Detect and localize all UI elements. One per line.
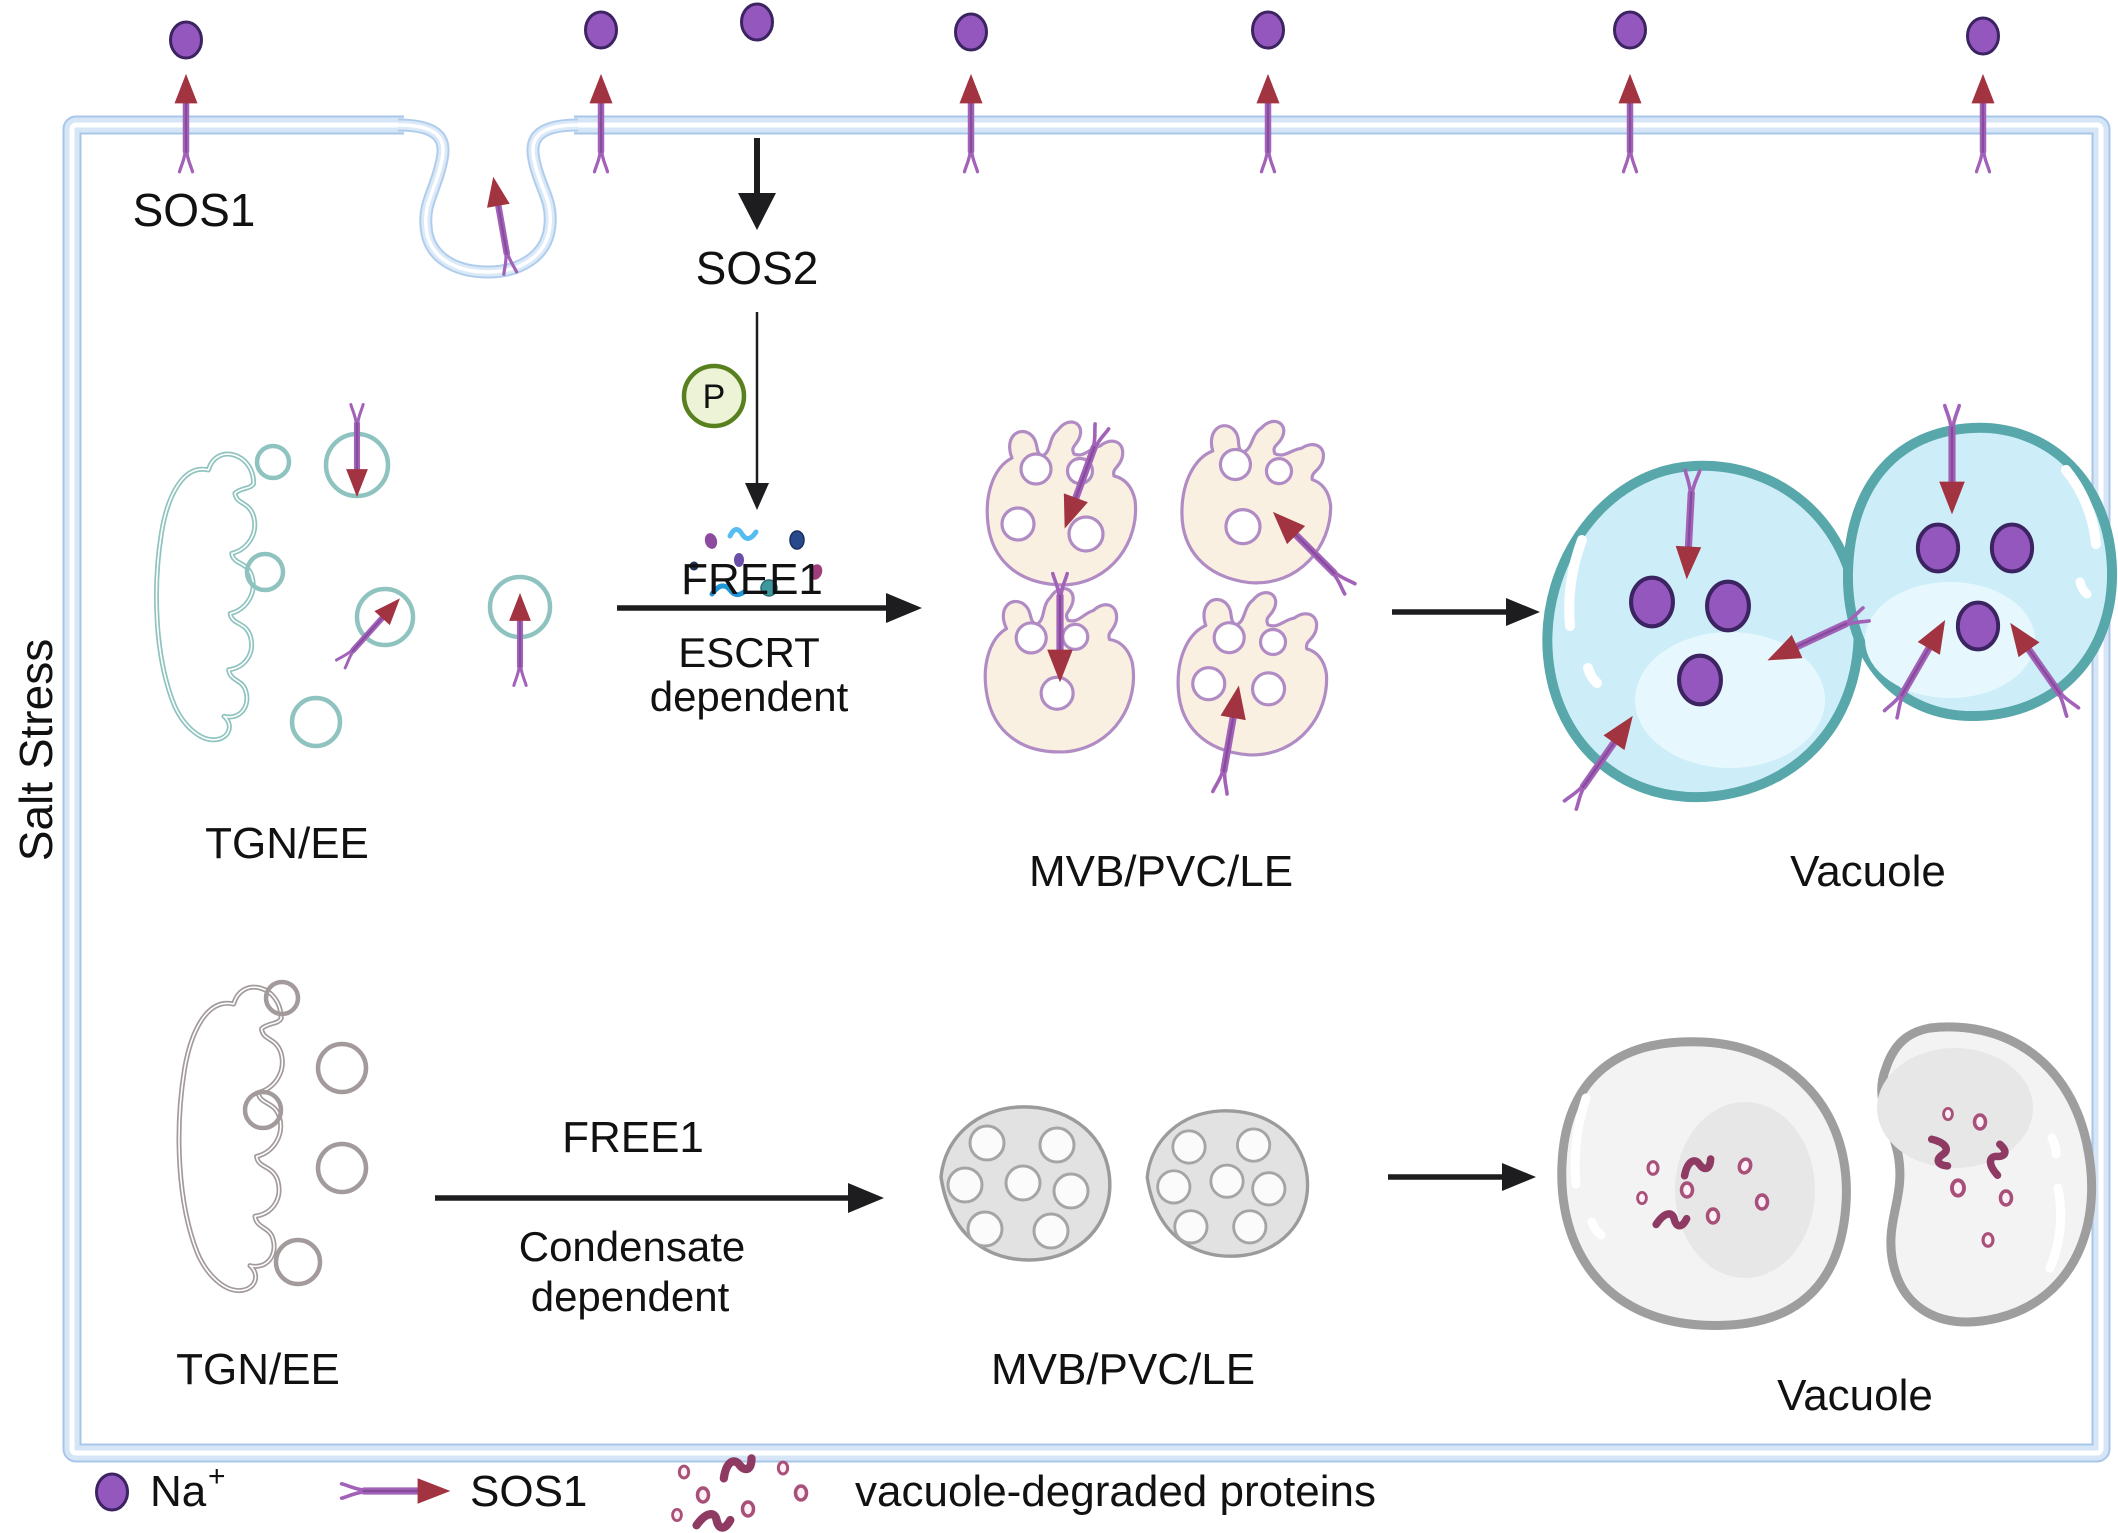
tgn-label-top: TGN/EE (205, 819, 369, 868)
legend-na-label: Na (150, 1467, 207, 1516)
legend-na-superscript: + (208, 1460, 226, 1493)
phospho-arrowhead (745, 483, 769, 510)
escrt-caption-2: dependent (650, 673, 849, 720)
free1-condensate-label: FREE1 (562, 1113, 704, 1162)
mvb-label-top: MVB/PVC/LE (1029, 847, 1293, 896)
legend-degraded-label: vacuole-degraded proteins (855, 1467, 1376, 1516)
legend-na-icon (95, 1472, 129, 1512)
free1-escrt-label: FREE1 (681, 555, 823, 604)
tgn-ee-bottom (179, 979, 369, 1291)
condensate-caption-2: dependent (531, 1273, 730, 1320)
vacuole-group-top (1542, 403, 2118, 815)
mvb-label-bottom: MVB/PVC/LE (991, 1345, 1255, 1394)
mvb-to-vacuole-arrow-bottom (1388, 1163, 1536, 1191)
tgn-vesicle-2 (354, 586, 416, 648)
free1-molecule-squiggle (727, 527, 759, 541)
free1-molecule-squiggle2 (709, 583, 747, 598)
endocytic-bud (397, 110, 579, 279)
phospho-circle (681, 363, 747, 429)
legend-degraded-icon (671, 1457, 809, 1532)
mvb-to-vacuole-arrow-top (1392, 598, 1540, 626)
sos2-arrowhead (738, 193, 776, 230)
sos2-cascade: SOS2 P (681, 138, 819, 510)
condensate-caption-1: Condensate (519, 1223, 746, 1270)
condensate-arrow: FREE1 Condensate dependent (435, 1113, 884, 1320)
mvb-group-top (977, 411, 1361, 797)
salt-stress-label: Salt Stress (10, 639, 62, 861)
na-ions-extracellular (169, 2, 2000, 60)
tgn-label-bottom: TGN/EE (176, 1345, 340, 1394)
tgn-ee-top (156, 403, 553, 749)
escrt-caption-1: ESCRT (678, 629, 820, 676)
legend-sos1-icon (339, 1476, 453, 1506)
vacuole-label-bottom: Vacuole (1777, 1371, 1933, 1420)
sos2-label: SOS2 (696, 242, 819, 294)
legend: Na + SOS1 vacuole-degraded proteins (95, 1457, 1376, 1532)
vacuole-group-bottom (1557, 1022, 2097, 1330)
plasma-membrane-border (62, 115, 2111, 1463)
phospho-label: P (703, 378, 726, 416)
vacuole-label-top: Vacuole (1790, 847, 1946, 896)
sos1-label: SOS1 (133, 184, 256, 236)
free1-protein-cluster: FREE1 (681, 527, 823, 604)
sos1-transporter-in-bud (480, 173, 524, 277)
legend-sos1-label: SOS1 (470, 1467, 587, 1516)
mvb-group-bottom (939, 1105, 1310, 1262)
escrt-arrow: ESCRT dependent (617, 593, 922, 720)
